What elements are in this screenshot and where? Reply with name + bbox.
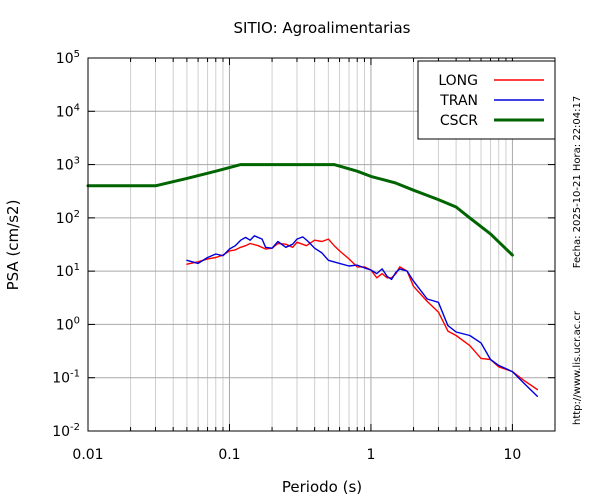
y-tick-label: 103 bbox=[56, 156, 80, 174]
y-tick-label: 100 bbox=[56, 315, 80, 333]
date-label: Fecha: 2025-10-21 Hora: 22:04:17 bbox=[572, 96, 583, 269]
source-url-label: http://www.lis.ucr.ac.cr bbox=[572, 310, 583, 425]
y-tick-label: 10-1 bbox=[52, 369, 80, 387]
y-tick-label: 105 bbox=[56, 49, 80, 67]
legend-label-long: LONG bbox=[438, 73, 478, 89]
x-tick-label: 0.1 bbox=[218, 447, 240, 463]
y-tick-label: 10-2 bbox=[52, 422, 80, 440]
series-line-long bbox=[186, 238, 538, 391]
x-axis-label: Periodo (s) bbox=[282, 478, 362, 496]
y-axis-ticks: 10-2 10-1 100 101 102 103 104 105 bbox=[52, 49, 555, 440]
y-tick-label: 102 bbox=[56, 209, 80, 227]
x-tick-label: 1 bbox=[366, 447, 375, 463]
x-tick-label: 10 bbox=[503, 447, 521, 463]
legend: LONG TRAN CSCR bbox=[417, 60, 556, 140]
y-tick-label: 104 bbox=[56, 102, 80, 120]
legend-label-tran: TRAN bbox=[439, 93, 478, 109]
series-line-cscr bbox=[86, 163, 514, 257]
y-tick-label: 101 bbox=[56, 262, 80, 280]
series-layer bbox=[86, 163, 538, 397]
series-line-tran bbox=[186, 235, 538, 397]
x-axis-ticks: 0.01 0.1 1 10 bbox=[72, 58, 556, 463]
legend-label-cscr: CSCR bbox=[440, 113, 478, 129]
chart-title: SITIO: Agroalimentarias bbox=[234, 19, 411, 37]
y-axis-label: PSA (cm/s2) bbox=[4, 200, 22, 291]
x-tick-label: 0.01 bbox=[72, 447, 103, 463]
plot-frame bbox=[87, 57, 556, 432]
legend-items: LONG TRAN CSCR bbox=[438, 73, 544, 129]
